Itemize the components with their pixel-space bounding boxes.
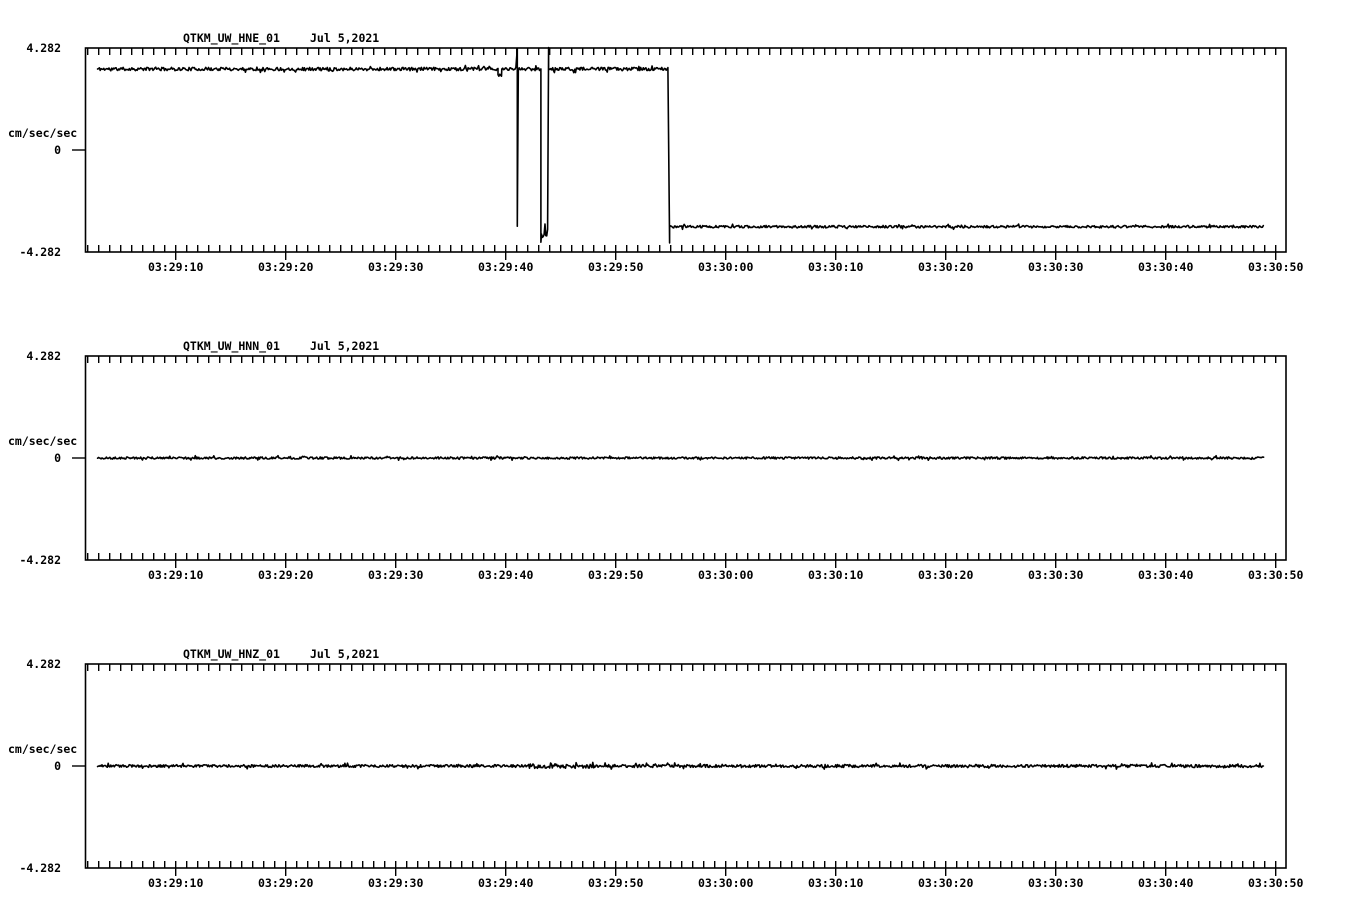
x-axis-tick-label: 03:30:50 xyxy=(1247,876,1304,890)
x-axis-tick-label: 03:30:40 xyxy=(1137,876,1194,890)
waveform-trace xyxy=(96,454,1265,462)
waveform-trace xyxy=(96,761,1265,770)
y-axis-unit-label: cm/sec/sec xyxy=(8,434,78,448)
x-axis-tick-label: 03:29:20 xyxy=(257,876,314,890)
y-axis-max-label: 4.282 xyxy=(26,657,61,671)
x-axis-tick-label: 03:30:00 xyxy=(697,260,754,274)
axis-ticks xyxy=(87,48,1277,260)
y-axis-zero-label: 0 xyxy=(54,451,61,465)
axis-ticks xyxy=(87,356,1277,568)
panel-date-label: Jul 5,2021 xyxy=(310,647,380,661)
x-axis-tick-label: 03:30:40 xyxy=(1137,568,1194,582)
x-axis-tick-label: 03:30:20 xyxy=(917,568,974,582)
seismogram-panel-hne: QTKM_UW_HNE_01 Jul 5,2021 4.282 cm/sec/s… xyxy=(0,0,1358,308)
x-axis-tick-label: 03:29:30 xyxy=(367,568,424,582)
x-axis-tick-label: 03:30:00 xyxy=(697,568,754,582)
y-axis-max-label: 4.282 xyxy=(26,349,61,363)
axis-ticks xyxy=(87,664,1277,876)
y-axis-min-label: -4.282 xyxy=(19,861,61,875)
x-axis-tick-label: 03:30:30 xyxy=(1027,876,1084,890)
seismogram-panel-hnn: QTKM_UW_HNN_01 Jul 5,2021 4.282 cm/sec/s… xyxy=(0,308,1358,616)
y-axis-min-label: -4.282 xyxy=(19,245,61,259)
y-axis-max-label: 4.282 xyxy=(26,41,61,55)
x-axis-tick-label: 03:29:30 xyxy=(367,260,424,274)
plot-frame xyxy=(84,47,1287,253)
waveform-svg xyxy=(72,663,1287,876)
x-axis-tick-label: 03:29:40 xyxy=(477,876,534,890)
waveform-svg xyxy=(72,355,1287,568)
x-axis-tick-label: 03:30:20 xyxy=(917,876,974,890)
x-axis-tick-label: 03:29:20 xyxy=(257,260,314,274)
x-axis-tick-label: 03:30:50 xyxy=(1247,568,1304,582)
x-axis-tick-label: 03:30:10 xyxy=(807,876,864,890)
x-axis-tick-label: 03:29:20 xyxy=(257,568,314,582)
x-axis-tick-label: 03:30:30 xyxy=(1027,260,1084,274)
x-axis-tick-label: 03:30:20 xyxy=(917,260,974,274)
x-axis-tick-label: 03:30:30 xyxy=(1027,568,1084,582)
panel-date-label: Jul 5,2021 xyxy=(310,31,380,45)
x-axis-tick-label: 03:30:10 xyxy=(807,568,864,582)
x-axis-tick-label: 03:29:10 xyxy=(147,568,204,582)
waveform-svg xyxy=(72,46,1287,260)
y-axis-min-label: -4.282 xyxy=(19,553,61,567)
x-axis-tick-label: 03:29:40 xyxy=(477,568,534,582)
x-axis-tick-label: 03:29:50 xyxy=(587,876,644,890)
x-axis-tick-label: 03:30:10 xyxy=(807,260,864,274)
seismogram-panel-hnz: QTKM_UW_HNZ_01 Jul 5,2021 4.282 cm/sec/s… xyxy=(0,616,1358,924)
x-axis-tick-label: 03:29:10 xyxy=(147,260,204,274)
x-axis-tick-label: 03:29:50 xyxy=(587,568,644,582)
panel-title: QTKM_UW_HNN_01 xyxy=(183,339,280,353)
x-axis-tick-label: 03:29:10 xyxy=(147,876,204,890)
panel-title: QTKM_UW_HNE_01 xyxy=(183,31,280,45)
panel-title: QTKM_UW_HNZ_01 xyxy=(183,647,280,661)
y-axis-unit-label: cm/sec/sec xyxy=(8,126,78,140)
x-axis-tick-label: 03:30:40 xyxy=(1137,260,1194,274)
y-axis-zero-label: 0 xyxy=(54,143,61,157)
x-axis-tick-label: 03:29:50 xyxy=(587,260,644,274)
y-axis-zero-label: 0 xyxy=(54,759,61,773)
waveform-trace xyxy=(96,46,1265,244)
x-axis-tick-label: 03:30:50 xyxy=(1247,260,1304,274)
x-axis-tick-label: 03:30:00 xyxy=(697,876,754,890)
panel-date-label: Jul 5,2021 xyxy=(310,339,380,353)
y-axis-unit-label: cm/sec/sec xyxy=(8,742,78,756)
x-axis-tick-label: 03:29:30 xyxy=(367,876,424,890)
x-axis-tick-label: 03:29:40 xyxy=(477,260,534,274)
